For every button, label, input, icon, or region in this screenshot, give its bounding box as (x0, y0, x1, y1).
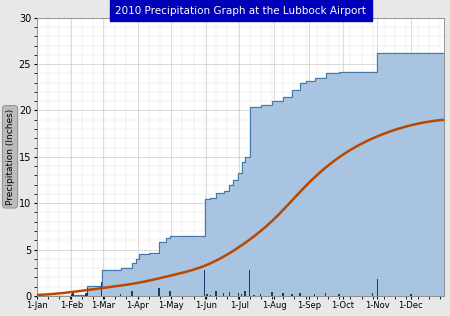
Bar (410, 295, 411, 296)
Bar (101, 282, 103, 296)
Bar (131, 291, 133, 296)
Bar (260, 294, 261, 296)
Bar (249, 270, 250, 296)
Bar (215, 291, 216, 296)
Bar (372, 293, 374, 296)
Bar (271, 292, 273, 296)
Bar (204, 270, 206, 296)
Bar (244, 291, 246, 296)
Bar (72, 292, 73, 296)
Bar (158, 288, 160, 296)
Y-axis label: Precipitation (Inches): Precipitation (Inches) (5, 109, 14, 205)
Bar (325, 293, 326, 296)
Bar (283, 293, 284, 296)
Bar (338, 294, 340, 296)
Bar (238, 293, 239, 296)
Bar (377, 279, 378, 296)
Bar (253, 295, 255, 296)
Bar (86, 289, 88, 296)
Bar (169, 291, 171, 296)
Bar (241, 294, 243, 296)
Bar (86, 293, 87, 296)
Bar (292, 294, 293, 296)
Title: 2010 Precipitation Graph at the Lubbock Airport: 2010 Precipitation Graph at the Lubbock … (115, 6, 366, 15)
Bar (210, 295, 211, 296)
Bar (120, 294, 122, 296)
Bar (207, 295, 208, 296)
Bar (314, 294, 315, 296)
Bar (71, 294, 72, 296)
Bar (73, 291, 74, 296)
Bar (223, 293, 225, 296)
Bar (229, 292, 230, 296)
Bar (299, 293, 301, 296)
